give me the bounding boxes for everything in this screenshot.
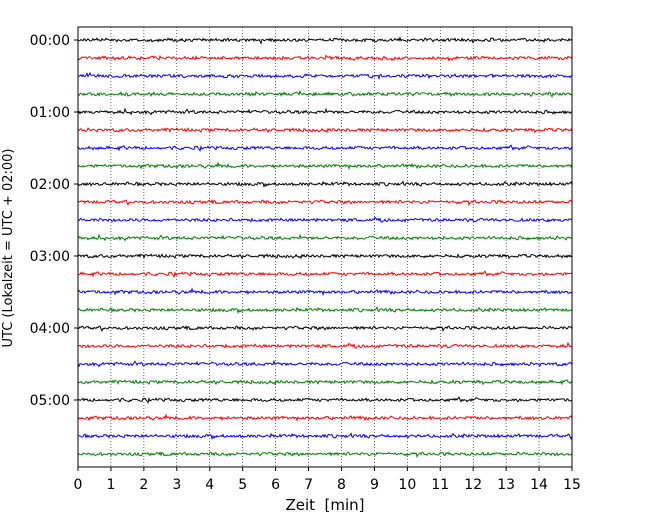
trace-2 [77,71,573,81]
trace-10 [77,216,573,224]
trace-15 [77,306,573,315]
trace-3 [77,89,573,98]
y-tick-label-3: 03:00 [30,249,70,265]
x-tick-label-3: 3 [172,477,181,493]
trace-7 [77,161,573,170]
trace-16 [77,325,573,332]
x-tick-label-6: 6 [271,477,280,493]
x-tick-label-7: 7 [304,477,313,493]
x-tick-label-13: 13 [497,477,515,493]
x-tick-label-14: 14 [530,477,548,493]
x-tick-label-12: 12 [464,477,482,493]
plot-frame [77,26,573,468]
trace-11 [77,233,573,242]
trace-0 [77,36,573,45]
trace-13 [77,270,573,279]
trace-8 [77,180,573,189]
trace-20 [77,396,573,405]
x-tick-label-9: 9 [370,477,379,493]
y-tick-label-4: 04:00 [30,321,70,337]
x-axis-label: Zeit [min] [285,496,364,514]
trace-9 [77,199,573,206]
x-tick-label-10: 10 [398,477,416,493]
y-axis-ticks: 00:00 01:00 02:00 03:00 04:00 05:00 [30,33,78,409]
trace-6 [77,144,573,153]
plot-background [78,27,572,467]
y-tick-label-5: 05:00 [30,393,70,409]
trace-21 [77,413,573,422]
x-tick-label-1: 1 [106,477,115,493]
x-tick-label-8: 8 [337,477,346,493]
trace-12 [77,253,573,260]
y-tick-label-0: 00:00 [30,33,70,49]
trace-19 [77,379,573,386]
trace-22 [77,432,573,441]
trace-4 [77,107,573,116]
trace-17 [77,341,573,350]
x-tick-label-2: 2 [139,477,148,493]
trace-14 [77,287,573,296]
trace-5 [77,127,573,134]
x-tick-label-5: 5 [238,477,247,493]
x-tick-label-15: 15 [563,477,581,493]
trace-1 [77,54,573,62]
x-tick-label-11: 11 [431,477,449,493]
x-tick-label-0: 0 [74,477,83,493]
x-tick-label-4: 4 [205,477,214,493]
trace-23 [77,451,573,458]
y-axis-label: UTC (Lokalzeit = UTC + 02:00) [1,149,16,348]
grid-lines [110,27,540,467]
x-axis-ticks: 0 1 2 3 4 5 6 7 8 9 10 11 12 13 14 15 [74,467,581,493]
y-tick-label-2: 02:00 [30,177,70,193]
trace-18 [77,359,573,368]
trace-group [77,36,573,458]
y-tick-label-1: 01:00 [30,105,70,121]
